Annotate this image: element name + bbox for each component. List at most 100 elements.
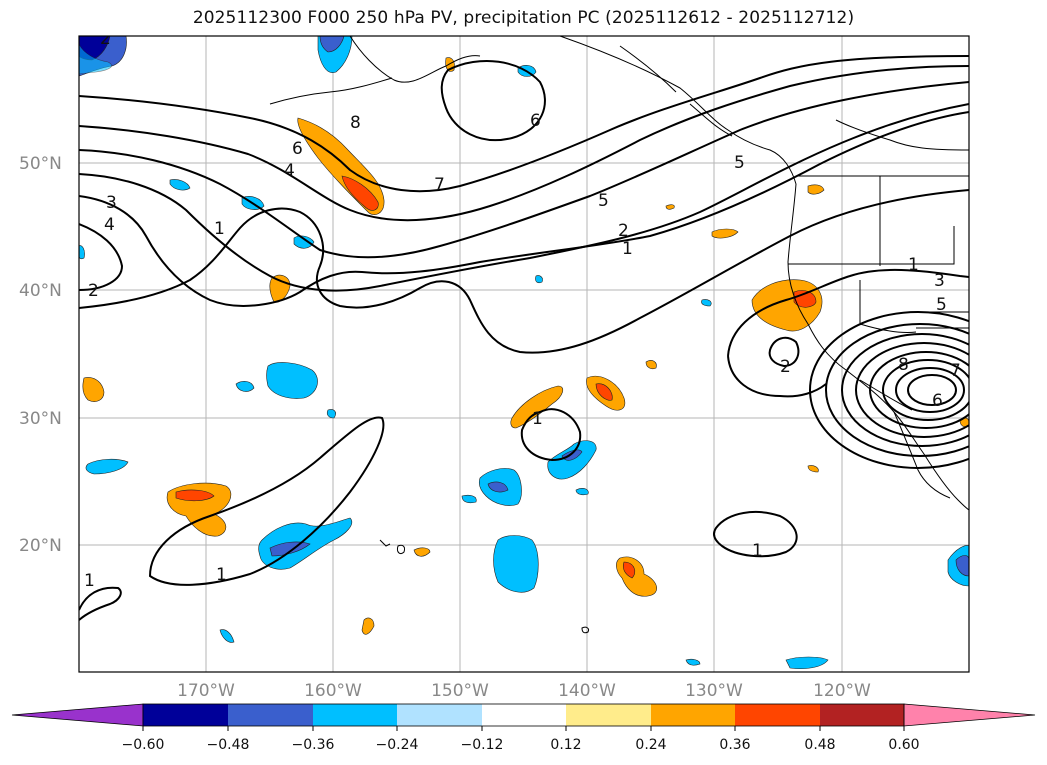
lon-label-120w: 120°W: [813, 681, 871, 701]
colorbar-extend-low: [11, 703, 144, 727]
contour-label: 1: [908, 255, 919, 275]
precip-neg-5: [493, 535, 539, 593]
precip-area-small-3: [807, 184, 825, 195]
coast-islands-2: [689, 103, 733, 137]
precip-area-small-7: [413, 547, 431, 557]
colorbar-frame: [142, 703, 905, 727]
coast-hawaii-1: [379, 539, 391, 547]
contour-label: 6: [530, 111, 541, 131]
contour-label: 5: [734, 153, 745, 173]
precip-neg-15: [326, 409, 336, 419]
colorbar-tick-label: −0.36: [292, 737, 335, 753]
precip-neg-nw-edge: [79, 43, 112, 75]
colorbar-segment: [397, 704, 482, 726]
contour-label: 6: [292, 139, 303, 159]
coast-islands-1: [619, 45, 677, 93]
pv-contour-6: [79, 223, 124, 291]
colorbar-tick-label: −0.24: [376, 737, 419, 753]
precip-core-central-1: [595, 383, 613, 401]
pv-ring-2: [825, 323, 969, 457]
contour-label: 3: [106, 193, 117, 213]
lat-label-20n: 20°N: [19, 536, 62, 556]
precip-neg-2-core: [269, 541, 311, 557]
colorbar-extend-high: [903, 703, 1036, 727]
pv-contour-15: [768, 336, 800, 368]
pv-ring-3: [841, 333, 969, 447]
colorbar-segment: [735, 704, 820, 726]
pv-contour-10: [520, 408, 582, 462]
precip-neg-3-core: [487, 481, 509, 493]
contour-label: 7: [950, 361, 961, 381]
precip-neg-1: [266, 362, 318, 399]
precip-core-west: [175, 489, 215, 502]
lat-label-50n: 50°N: [19, 154, 62, 174]
coast-bc-alaska: [559, 36, 797, 185]
pv-cutoff-low: [809, 311, 969, 469]
lon-label-130w: 130°W: [685, 681, 743, 701]
colorbar-tick-label: 0.12: [550, 737, 581, 753]
colorbar-segment: [143, 704, 228, 726]
contour-label: 8: [350, 113, 361, 133]
colorbar-segment: [228, 704, 313, 726]
colorbar-tick-label: −0.48: [207, 737, 250, 753]
pv-contour-5: [79, 111, 969, 307]
contour-label: 4: [104, 215, 115, 235]
precip-neg-16: [461, 494, 477, 504]
pv-contour-14: [727, 355, 827, 398]
pv-contour-8: [148, 416, 385, 586]
contour-label: 1: [532, 409, 543, 429]
pv-contour-12: [440, 59, 546, 142]
pv-ring-4: [855, 342, 969, 438]
colorbar-segment: [651, 704, 735, 726]
pv-ring-1: [809, 311, 969, 469]
pv-contour-13: [727, 268, 969, 357]
pv-ring-6: [882, 359, 969, 421]
lon-label-150w: 150°W: [431, 681, 489, 701]
contour-label: 2: [618, 221, 629, 241]
precip-neg-7: [169, 179, 191, 191]
contour-label: 2: [100, 29, 111, 49]
precip-neg-se-core: [955, 555, 969, 577]
precip-area-small-8: [361, 617, 375, 635]
pv-contour-4: [79, 103, 969, 292]
contour-label: 5: [598, 191, 609, 211]
map-frame: [78, 35, 970, 673]
contour-label: 8: [898, 355, 909, 375]
contour-label: 1: [216, 565, 227, 585]
contour-label: 1: [752, 541, 763, 561]
border-us-mexico: [859, 379, 913, 411]
pv-contour-7: [79, 189, 969, 354]
pv-contours: [79, 55, 969, 621]
colorbar-segment: [566, 704, 651, 726]
pv-ring-7: [895, 367, 965, 413]
latitude-labels: 50°N 40°N 30°N 20°N: [19, 154, 62, 556]
precip-area-central-2: [510, 385, 564, 429]
coast-us-mexico-west: [787, 183, 969, 511]
pv-ring-5: [869, 351, 969, 429]
colorbar-tick-label: 0.36: [719, 737, 750, 753]
border-canada-1: [835, 119, 969, 151]
contour-label: 1: [622, 239, 633, 259]
coast-alaska-peninsula: [349, 36, 481, 83]
contour-label: 5: [936, 295, 947, 315]
precip-neg-12: [785, 656, 829, 670]
pv-contour-3: [79, 81, 969, 259]
contour-label: 1: [84, 571, 95, 591]
precip-neg-10: [235, 381, 255, 392]
colorbar-tick-label: 0.24: [635, 737, 666, 753]
map-title: 2025112300 F000 250 hPa PV, precipitatio…: [192, 8, 855, 28]
pv-contour-2: [79, 65, 969, 222]
pv-contour-1: [79, 55, 969, 193]
coastlines: [269, 36, 969, 634]
colorbar-tick-label: −0.12: [461, 737, 504, 753]
precip-neg-14: [701, 299, 712, 307]
contour-label: 7: [434, 175, 445, 195]
contour-label: 3: [934, 271, 945, 291]
coast-hawaii-2: [397, 544, 405, 555]
colorbar-segment: [820, 704, 904, 726]
coast-aleutian-chain: [269, 77, 393, 105]
pv-contour-11: [713, 511, 798, 558]
precip-area-small-2: [711, 228, 739, 239]
precip-area-small-4: [665, 204, 675, 210]
